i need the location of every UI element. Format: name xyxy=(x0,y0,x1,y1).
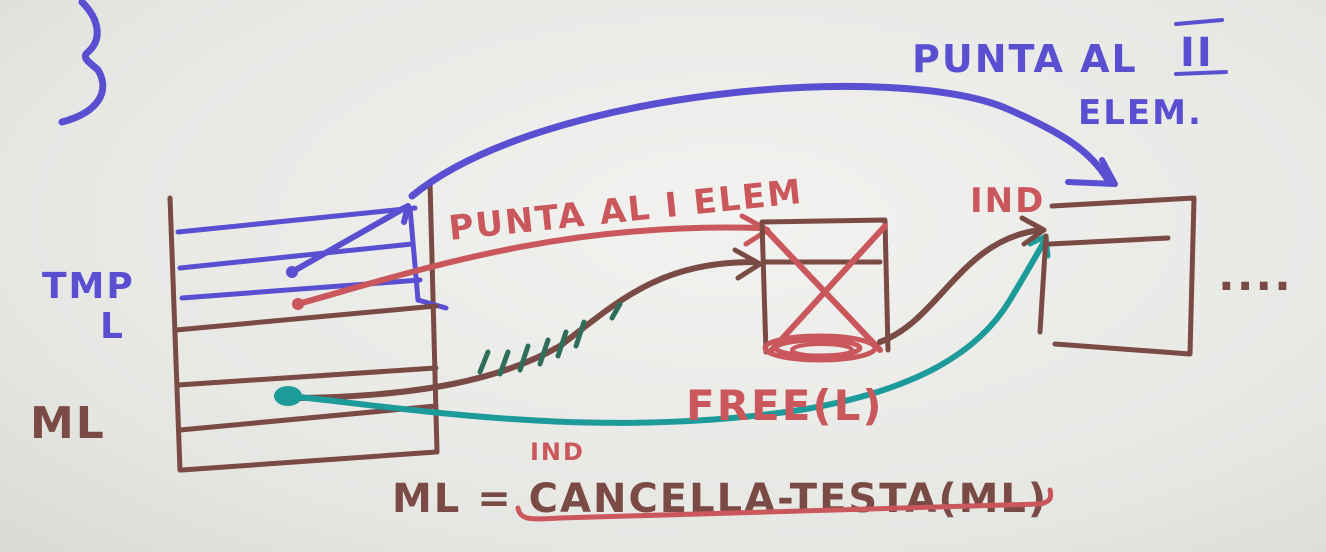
first-element-node xyxy=(759,217,891,363)
label-punta-al-ii: PUNTA AL xyxy=(912,37,1138,81)
label-l: L xyxy=(100,306,125,347)
ml-pointer-dot xyxy=(274,386,302,406)
label-elem: ELEM. xyxy=(1078,93,1203,133)
label-ellipsis: .... xyxy=(1218,250,1293,301)
label-roman-ii: II xyxy=(1180,30,1214,76)
label-punta-al-i: PUNTA AL I ELEM xyxy=(447,172,805,249)
l-pointer-dot xyxy=(292,298,304,310)
label-free: FREE(L) xyxy=(686,381,884,430)
arrow-to-second-element xyxy=(408,82,1112,200)
label-ml-left: ML xyxy=(30,398,106,449)
assignment-underline xyxy=(515,487,1054,522)
tmp-pointer-arrow xyxy=(289,203,411,275)
ml-new-pointer-arrow xyxy=(287,237,1048,426)
first-next-pointer xyxy=(877,227,1043,345)
cross-out-marks xyxy=(477,301,623,377)
curly-brace xyxy=(58,0,107,126)
second-element-node xyxy=(1037,195,1197,357)
tmp-pointer-dot xyxy=(286,266,298,278)
label-ind-small: IND xyxy=(530,438,585,466)
label-tmp: TMP xyxy=(42,266,135,307)
l-pointer-arrow xyxy=(295,224,763,307)
memory-block xyxy=(167,179,449,473)
label-ind-top: IND xyxy=(970,181,1045,221)
